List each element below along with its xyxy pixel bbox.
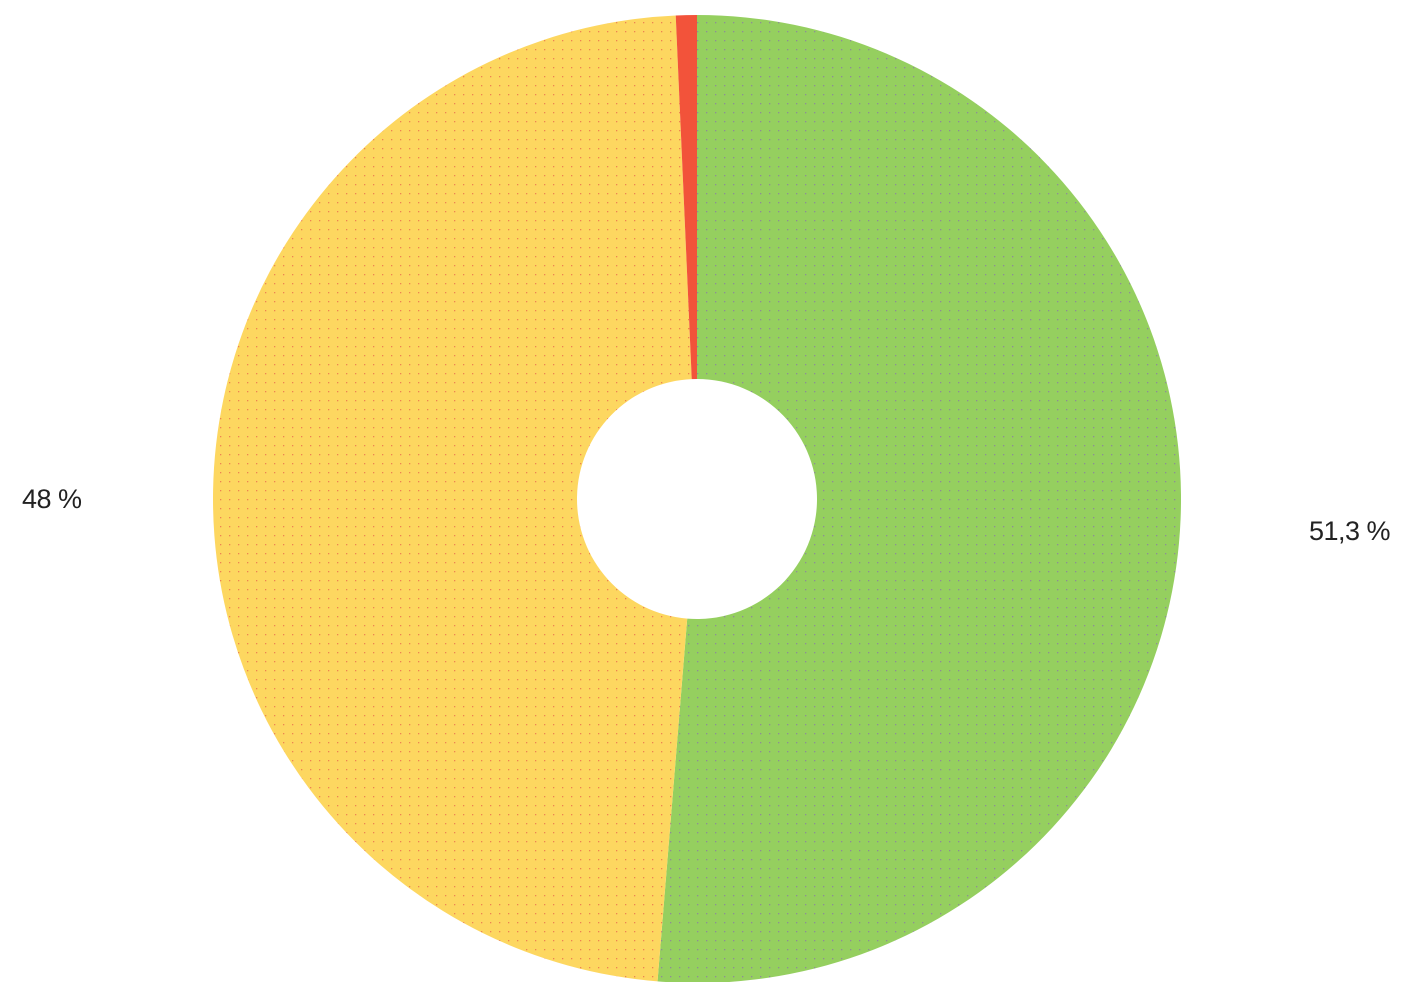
slice-red (675, 15, 697, 380)
slices-group (213, 15, 1182, 984)
slice-label-green: 51,3 % (1309, 516, 1391, 546)
slice-yellow (213, 15, 692, 982)
slice-green (657, 15, 1182, 984)
slice-label-yellow: 48 % (22, 484, 82, 514)
